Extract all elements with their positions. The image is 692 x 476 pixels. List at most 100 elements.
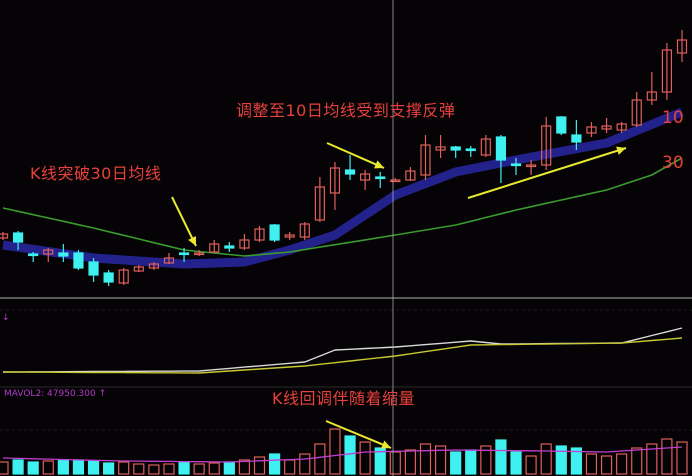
volume-bar bbox=[238, 459, 251, 475]
volume-bar bbox=[87, 460, 100, 475]
candle-down bbox=[178, 252, 190, 256]
candle-up bbox=[299, 223, 310, 238]
volume-bar bbox=[419, 443, 432, 475]
volume-bar bbox=[404, 449, 416, 475]
candle-down bbox=[344, 169, 356, 175]
candle-down bbox=[510, 163, 522, 167]
candle-down bbox=[88, 261, 99, 276]
volume-bar bbox=[42, 460, 54, 475]
volume-bar bbox=[631, 447, 643, 475]
volume-bar bbox=[12, 459, 24, 475]
indicator-arrow-icon: ↓ bbox=[2, 313, 10, 323]
candle-up bbox=[329, 167, 341, 194]
volume-bar bbox=[465, 449, 477, 475]
volume-bar bbox=[27, 461, 39, 475]
volume-bar bbox=[163, 463, 175, 475]
candle-down bbox=[103, 272, 114, 283]
candle-down bbox=[556, 116, 567, 134]
ma30-line bbox=[2, 157, 683, 257]
candle-up bbox=[676, 39, 688, 54]
candle-up bbox=[43, 249, 54, 255]
candle-up bbox=[133, 266, 144, 272]
ma30-label: 30 bbox=[662, 153, 684, 173]
candle-up bbox=[254, 228, 265, 241]
volume-bar bbox=[269, 453, 281, 475]
candle-up bbox=[586, 126, 597, 134]
arrow-volume-head-icon bbox=[381, 440, 391, 449]
candle-down bbox=[28, 253, 39, 257]
volume-bar bbox=[570, 447, 582, 475]
candle-up bbox=[526, 164, 537, 168]
candle-up bbox=[194, 252, 205, 256]
candle-down bbox=[224, 245, 235, 249]
mavol-label: MAVOL2: 47950.300 ↑ bbox=[4, 389, 107, 399]
annotation-volume-shrink: K线回调伴随着缩量 bbox=[272, 389, 415, 408]
arrow-volume bbox=[325, 420, 392, 449]
candle-up bbox=[616, 123, 627, 131]
candle-down bbox=[495, 136, 507, 161]
candle-up bbox=[405, 170, 416, 181]
indicator-line-yellow bbox=[2, 337, 683, 374]
candle-up bbox=[360, 173, 371, 181]
volume-bar bbox=[118, 461, 130, 475]
candle-down bbox=[571, 134, 582, 143]
candle-down bbox=[58, 252, 69, 257]
volume-bar bbox=[540, 443, 552, 475]
volume-bar bbox=[480, 445, 492, 475]
candle-up bbox=[541, 125, 552, 166]
arrow-uptrend-head-icon bbox=[616, 146, 626, 155]
volume-bar bbox=[299, 453, 311, 475]
arrow-pullback-head-icon bbox=[374, 160, 384, 169]
annotation-breakout: K线突破30日均线 bbox=[30, 164, 162, 183]
candle-down bbox=[450, 146, 461, 151]
candle-down bbox=[465, 148, 476, 152]
arrow-breakout bbox=[171, 196, 197, 247]
ma10-label: 10 bbox=[662, 108, 684, 128]
volume-bar bbox=[676, 441, 688, 475]
volume-bar bbox=[57, 459, 69, 475]
volume-bar bbox=[555, 445, 567, 475]
candle-up bbox=[284, 234, 295, 238]
candle-down bbox=[12, 232, 24, 243]
volume-bar bbox=[525, 455, 537, 475]
candle-up bbox=[390, 179, 401, 183]
volume-bar bbox=[223, 461, 235, 475]
volume-bar bbox=[72, 459, 85, 475]
volume-bar bbox=[600, 455, 613, 475]
volume-bar bbox=[661, 438, 673, 475]
candle-up bbox=[631, 99, 642, 126]
volume-bar bbox=[646, 443, 658, 475]
ma10-line bbox=[2, 107, 684, 269]
arrow-pullback bbox=[326, 142, 385, 169]
volume-bar bbox=[178, 461, 190, 475]
volume-bar bbox=[284, 459, 296, 475]
volume-bar bbox=[585, 453, 598, 475]
candle-up bbox=[646, 91, 657, 101]
arrow-breakout-head-icon bbox=[188, 236, 196, 246]
candle-down bbox=[269, 224, 280, 241]
candle-up bbox=[239, 239, 250, 249]
volume-bar bbox=[510, 451, 522, 475]
volume-bar bbox=[193, 463, 205, 475]
volume-bar bbox=[344, 435, 356, 475]
volume-bar bbox=[495, 439, 507, 475]
volume-bar bbox=[450, 451, 462, 475]
volume-bar bbox=[103, 462, 115, 475]
candle-up bbox=[163, 257, 175, 264]
volume-bar bbox=[359, 441, 371, 475]
candle-up bbox=[480, 138, 491, 156]
candle-down bbox=[73, 252, 84, 269]
candle-up bbox=[601, 125, 612, 130]
volume-bar bbox=[616, 453, 628, 475]
volume-bar bbox=[148, 464, 160, 475]
volume-bar bbox=[133, 463, 145, 475]
candle-up bbox=[148, 263, 159, 269]
candle-up bbox=[420, 144, 431, 176]
volume-bar bbox=[389, 451, 401, 475]
candle-up bbox=[435, 146, 446, 151]
candle-up bbox=[209, 243, 220, 253]
candle-up bbox=[0, 233, 9, 239]
annotation-pullback-support: 调整至10日均线受到支撑反弹 bbox=[236, 101, 456, 120]
